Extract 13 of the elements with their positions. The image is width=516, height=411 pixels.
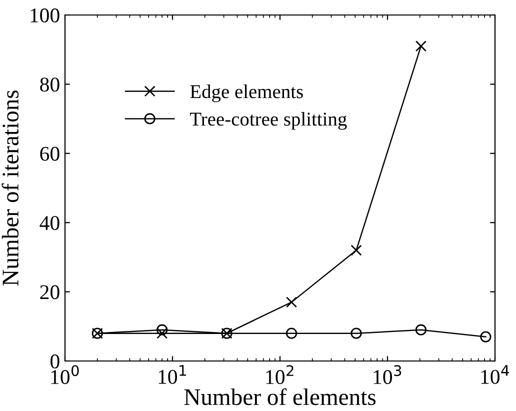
y-tick-label: 100 — [30, 8, 60, 22]
legend-label: Tree-cotree splitting — [190, 112, 347, 130]
x-axis-title: Number of elements — [184, 388, 376, 406]
y-axis-title: Number of iterations — [2, 90, 19, 286]
y-tick-label: 60 — [40, 146, 60, 161]
x-tick-label: 10$^{1}$ — [158, 365, 186, 384]
x-tick-label: 10$^{2}$ — [266, 365, 294, 384]
y-tick-label: 20 — [40, 285, 60, 300]
x-tick-label: 10$^{3}$ — [374, 365, 402, 384]
legend-label: Edge elements — [190, 84, 303, 102]
y-tick-label: 40 — [40, 216, 60, 230]
x-tick-label: 10$^{4}$ — [481, 365, 509, 384]
y-tick-label: 80 — [40, 78, 60, 92]
